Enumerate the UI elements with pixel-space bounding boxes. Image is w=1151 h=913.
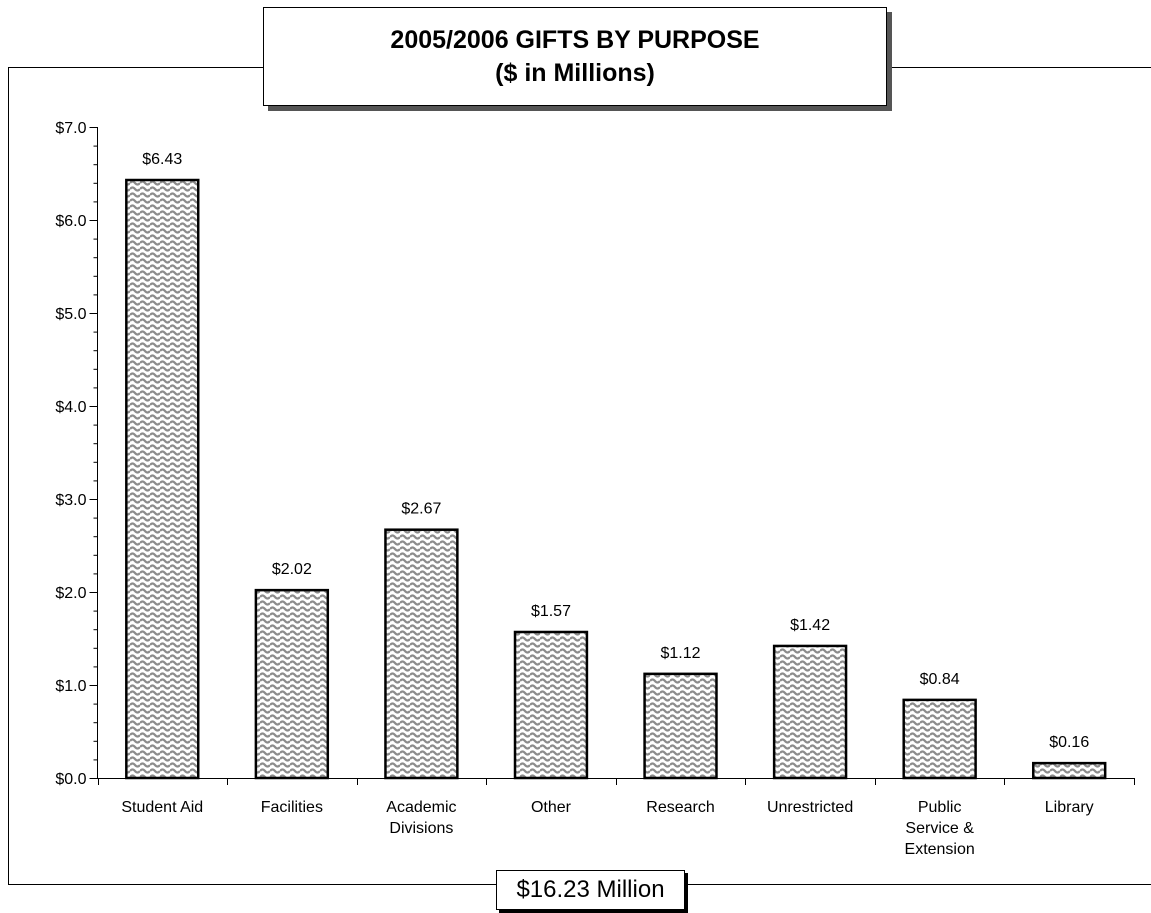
total-label: $16.23 Million: [496, 870, 685, 910]
data-label: $1.42: [790, 617, 830, 634]
y-tick-label: $0.0: [55, 771, 86, 788]
bar: [513, 630, 589, 780]
data-label: $0.84: [920, 671, 960, 688]
y-tick-label: $4.0: [55, 399, 86, 416]
x-tick-label: Library: [1045, 799, 1094, 816]
bar: [384, 528, 459, 780]
x-tick-label: Facilities: [261, 799, 323, 816]
data-label: $2.67: [401, 501, 441, 518]
y-tick-label: $3.0: [55, 492, 86, 509]
data-label: $1.57: [531, 603, 571, 620]
data-label: $1.12: [661, 645, 701, 662]
x-tick-label: Student Aid: [121, 799, 203, 816]
x-tick-label: Public Service & Extension: [905, 799, 975, 858]
y-tick-label: $5.0: [55, 306, 86, 323]
y-tick-label: $6.0: [55, 213, 86, 230]
chart-title-box: 2005/2006 GIFTS BY PURPOSE ($ in Million…: [263, 7, 887, 106]
bar: [643, 672, 718, 780]
bar: [1032, 761, 1107, 780]
x-tick-label: Unrestricted: [767, 799, 853, 816]
x-tick-label: Other: [531, 799, 572, 816]
y-tick-label: $2.0: [55, 585, 86, 602]
bar: [125, 178, 200, 780]
bar: [254, 588, 330, 780]
y-tick-label: $1.0: [55, 678, 86, 695]
chart-title: 2005/2006 GIFTS BY PURPOSE: [390, 25, 760, 54]
y-tick-label: $7.0: [55, 120, 86, 137]
bar: [902, 698, 977, 780]
x-tick-label: Academic Divisions: [386, 799, 456, 837]
x-tick-label: Research: [646, 799, 714, 816]
chart-subtitle: ($ in Millions): [495, 58, 655, 87]
bar: [772, 644, 848, 780]
plot-frame: [8, 67, 1151, 885]
data-label: $6.43: [142, 151, 182, 168]
data-label: $0.16: [1049, 734, 1089, 751]
data-label: $2.02: [272, 561, 312, 578]
